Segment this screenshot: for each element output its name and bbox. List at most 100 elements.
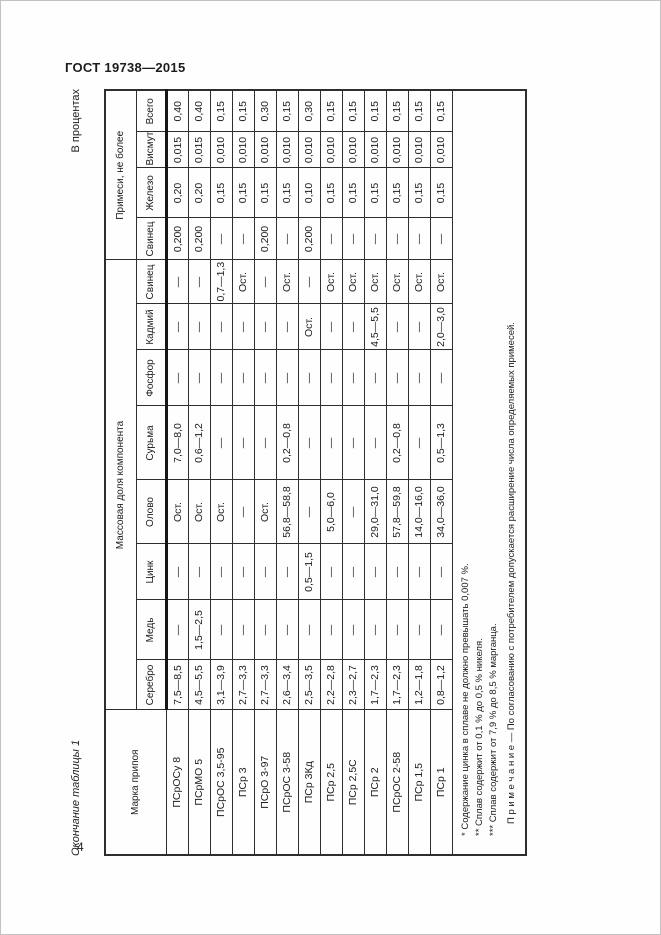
- value-cell: 7,0—8,0: [166, 406, 189, 480]
- value-cell: 0,15: [232, 90, 255, 132]
- header-zinc: Цинк: [136, 544, 167, 600]
- value-cell: Ост.: [408, 260, 431, 304]
- value-cell: —: [276, 304, 299, 350]
- value-cell: 2,7—3,3: [232, 660, 255, 710]
- value-cell: —: [298, 480, 321, 544]
- value-cell: 0,200: [166, 218, 189, 260]
- value-cell: —: [210, 406, 233, 480]
- value-cell: —: [166, 544, 189, 600]
- value-cell: —: [188, 260, 211, 304]
- header-cadmium: Кадмий: [136, 304, 167, 350]
- standard-number: ГОСТ 19738—2015: [65, 60, 186, 75]
- value-cell: 0,15: [386, 168, 409, 218]
- value-cell: 4,5—5,5: [364, 304, 387, 350]
- value-cell: 0,15: [342, 168, 365, 218]
- value-cell: 0,15: [232, 168, 255, 218]
- value-cell: —: [408, 600, 431, 660]
- value-cell: 0,200: [254, 218, 277, 260]
- value-cell: 0,40: [166, 90, 189, 132]
- value-cell: 0,2—0,8: [386, 406, 409, 480]
- value-cell: 0,15: [364, 90, 387, 132]
- value-cell: —: [430, 544, 453, 600]
- grade-cell: ПСр 2: [364, 710, 387, 855]
- value-cell: —: [364, 350, 387, 406]
- value-cell: 57,8—59,8: [386, 480, 409, 544]
- value-cell: 3,1—3,9: [210, 660, 233, 710]
- value-cell: —: [430, 218, 453, 260]
- header-phosphorus: Фосфор: [136, 350, 167, 406]
- value-cell: Ост.: [188, 480, 211, 544]
- header-lead: Свинец: [136, 260, 167, 304]
- header-silver: Серебро: [136, 660, 167, 710]
- value-cell: 0,15: [408, 90, 431, 132]
- table-row: ПСрОСу 8 7,5—8,5— — Ост. 7,0—8,0— — —0,200 0,20…: [166, 90, 189, 855]
- table-row: ПСрОС 3-58 2,6—3,4— —56,8—58,8 0,2—0,8— — Ост…: [276, 90, 299, 855]
- value-cell: —: [254, 260, 277, 304]
- value-cell: 0,15: [276, 168, 299, 218]
- value-cell: 0,010: [364, 132, 387, 168]
- footnotes-cell: * Содержание цинка в сплаве не должно пр…: [452, 90, 526, 855]
- header-impurity-iron: Железо: [136, 168, 167, 218]
- value-cell: Ост.: [342, 260, 365, 304]
- value-cell: —: [166, 260, 189, 304]
- header-copper: Медь: [136, 600, 167, 660]
- table-row: ПСр 2 1,7—2,3— —29,0—31,0— —4,5—5,5 Ост. —0,1…: [364, 90, 387, 855]
- value-cell: Ост.: [298, 304, 321, 350]
- value-cell: 0,010: [320, 132, 343, 168]
- value-cell: 0,5—1,5: [298, 544, 321, 600]
- footnote-note: П р и м е ч а н и е — По согласованию с …: [505, 322, 517, 824]
- value-cell: —: [232, 218, 255, 260]
- value-cell: 34,0—36,0: [430, 480, 453, 544]
- value-cell: 2,7—3,3: [254, 660, 277, 710]
- grade-cell: ПСр 2,5: [320, 710, 343, 855]
- value-cell: 0,10: [298, 168, 321, 218]
- value-cell: 0,20: [166, 168, 189, 218]
- grade-cell: ПСр 1: [430, 710, 453, 855]
- value-cell: 2,3—2,7: [342, 660, 365, 710]
- value-cell: 56,8—58,8: [276, 480, 299, 544]
- value-cell: —: [408, 406, 431, 480]
- value-cell: 14,0—16,0: [408, 480, 431, 544]
- grade-cell: ПСрОС 2-58: [386, 710, 409, 855]
- value-cell: —: [364, 544, 387, 600]
- value-cell: Ост.: [364, 260, 387, 304]
- value-cell: Ост.: [254, 480, 277, 544]
- solder-grades-table: Марка припоя Массовая доля компонента Пр…: [104, 89, 527, 856]
- value-cell: —: [298, 260, 321, 304]
- table-row: ПСр 1 0,8—1,2— —34,0—36,0 0,5—1,3—2,0—3,0 Ос…: [430, 90, 453, 855]
- value-cell: 4,5—5,5: [188, 660, 211, 710]
- value-cell: 0,010: [298, 132, 321, 168]
- value-cell: —: [232, 600, 255, 660]
- value-cell: —: [188, 304, 211, 350]
- value-cell: Ост.: [430, 260, 453, 304]
- table-row: ПСр 2,5 2,2—2,8— —5,0—6,0— — — Ост. —0,15 0,010…: [320, 90, 343, 855]
- header-impurity-lead: Свинец: [136, 218, 167, 260]
- value-cell: —: [298, 350, 321, 406]
- value-cell: —: [276, 544, 299, 600]
- header-impurities: Примеси, не более: [105, 90, 137, 260]
- value-cell: Ост.: [232, 260, 255, 304]
- value-cell: —: [210, 218, 233, 260]
- value-cell: —: [430, 600, 453, 660]
- value-cell: 0,200: [188, 218, 211, 260]
- value-cell: 5,0—6,0: [320, 480, 343, 544]
- value-cell: —: [232, 350, 255, 406]
- value-cell: —: [188, 350, 211, 406]
- value-cell: 0,015: [188, 132, 211, 168]
- value-cell: 1,2—1,8: [408, 660, 431, 710]
- page-number: 4: [77, 840, 84, 854]
- value-cell: —: [408, 304, 431, 350]
- value-cell: 1,5—2,5: [188, 600, 211, 660]
- value-cell: —: [276, 350, 299, 406]
- value-cell: —: [342, 218, 365, 260]
- value-cell: 0,15: [276, 90, 299, 132]
- grade-cell: ПСр 1,5: [408, 710, 431, 855]
- value-cell: 0,15: [364, 168, 387, 218]
- grade-cell: ПСр 2,5С: [342, 710, 365, 855]
- value-cell: —: [342, 544, 365, 600]
- value-cell: 2,0—3,0: [430, 304, 453, 350]
- value-cell: 0,010: [254, 132, 277, 168]
- value-cell: —: [254, 544, 277, 600]
- value-cell: 0,15: [408, 168, 431, 218]
